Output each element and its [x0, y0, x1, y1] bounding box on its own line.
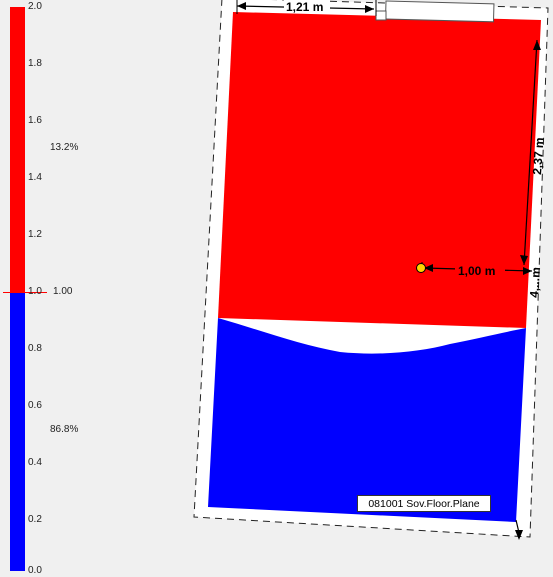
- legend-threshold-line: [3, 292, 47, 293]
- dimension-top: 1,21 m: [236, 0, 377, 16]
- legend-tick: 1.0: [28, 286, 42, 297]
- dimension-right-lower: 4,...m: [527, 267, 543, 299]
- illuminance-below-region: [208, 318, 526, 522]
- color-legend: 2.0 1.8 1.6 1.4 1.2 1.0 1.00 0.8 0.6 0.4…: [0, 0, 130, 577]
- legend-below-percent: 86.8%: [50, 424, 79, 435]
- dim-top-label: 1,21 m: [286, 0, 323, 14]
- legend-tick: 1.8: [28, 58, 42, 69]
- window-opening: [385, 0, 495, 23]
- dim-right-lower-label: 4,...m: [527, 267, 543, 299]
- illuminance-above-region: [218, 12, 541, 328]
- dim-horizontal-label: 1,00 m: [458, 264, 495, 278]
- dimension-right: 2,37 m: [515, 39, 547, 540]
- legend-tick: 2.0: [28, 1, 42, 12]
- sensor-point-icon[interactable]: [416, 262, 426, 273]
- legend-tick: 0.4: [28, 457, 42, 468]
- legend-above-percent: 13.2%: [50, 142, 79, 153]
- legend-tick: 1.4: [28, 172, 42, 183]
- legend-tick: 1.6: [28, 115, 42, 126]
- legend-tick: 0.2: [28, 514, 42, 525]
- legend-bar-above: [10, 7, 25, 293]
- legend-tick: 0.6: [28, 400, 42, 411]
- legend-tick: 0.8: [28, 343, 42, 354]
- door-opening: [375, 10, 387, 21]
- legend-threshold-label: 1.00: [53, 286, 73, 297]
- legend-tick: 1.2: [28, 229, 42, 240]
- dim-right-label: 2,37 m: [530, 137, 547, 175]
- dimension-horizontal: 1,00 m: [423, 263, 533, 278]
- plane-name-label: 081001 Sov.Floor.Plane: [357, 495, 491, 512]
- legend-bar-below: [10, 293, 25, 571]
- legend-tick: 0.0: [28, 565, 42, 576]
